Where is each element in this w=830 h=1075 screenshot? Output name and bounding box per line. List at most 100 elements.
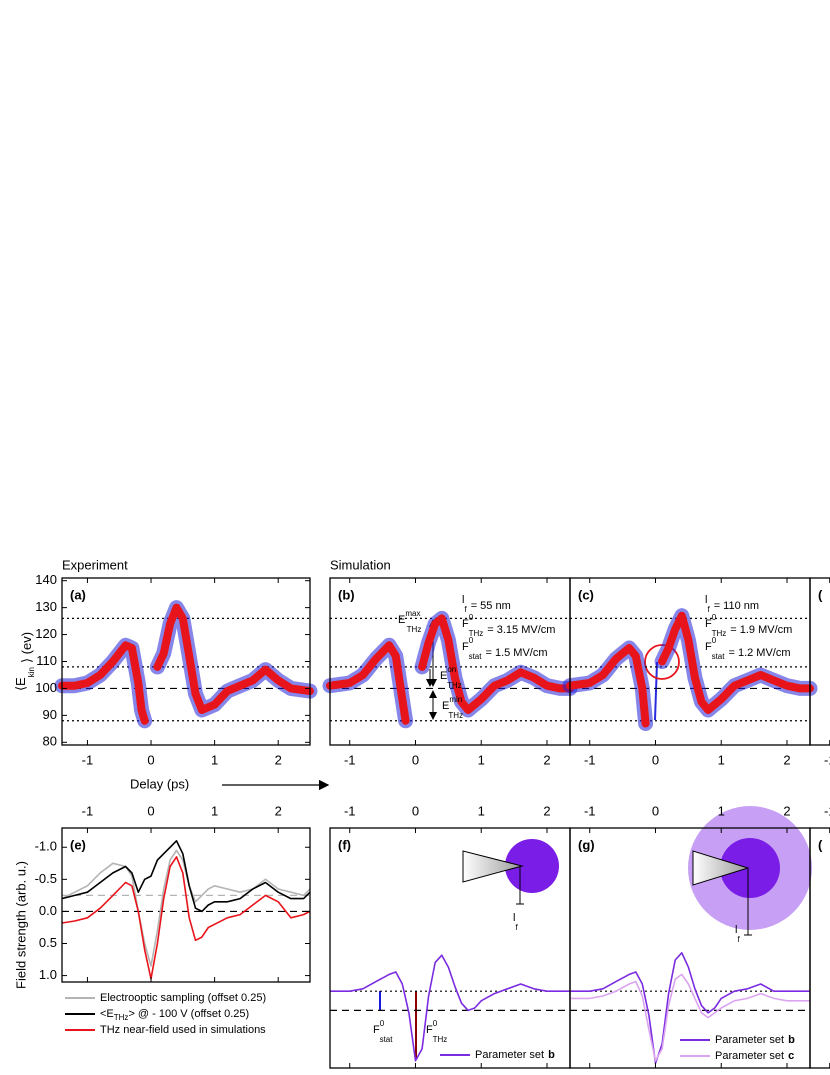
annotation-text: = 1.9 MV/cm [730,624,792,636]
symbol: l [462,594,464,606]
x-tick-label: 0 [147,803,154,818]
x-tick-label: 1 [211,752,218,767]
panel-label: ( [818,587,823,602]
subscript: THz [407,625,422,634]
panel-frame [809,827,830,1069]
panel: -1 0 1 2 80 90 100 110 120 130 140 (a) [35,572,318,767]
annotation-text: = 1.2 MV/cm [728,647,790,659]
x-tick-label: -1 [584,803,596,818]
x-tick-label: 1 [478,803,485,818]
x-tick-label: 2 [275,803,282,818]
x-tick-label: 0 [652,803,659,818]
inset-disk [720,838,780,898]
x-tick-label: -1 [82,752,94,767]
annotation-text: = 55 nm [471,600,511,612]
series-line [61,849,311,967]
annotation-text: = 3.15 MV/cm [487,624,555,636]
symbol: F [426,1024,433,1036]
panel-label: (e) [70,837,86,852]
y-tick-label: 0.0 [39,903,57,918]
x-tick-label: 1 [718,803,725,818]
spectrum-core [566,611,814,728]
superscript: 0 [469,636,474,645]
annotation: lf [513,912,518,932]
panel-frame [61,827,311,983]
panel-label: (g) [578,837,595,852]
annotation-text: = 110 nm [714,600,759,612]
panel: -1 0 1 2 (f) [329,803,571,1069]
symbol: F [373,1024,380,1036]
legend-name: THz near-field used in simulations [100,1024,266,1036]
legend-entry: Parameter set b [475,1049,555,1061]
annotation: F0 stat = 1.5 MV/cm [462,636,548,661]
subscript: f [707,605,710,614]
y-tick-label: 140 [35,572,57,587]
symbol: F [462,641,469,653]
y-axis-label: Field strength (arb. u.) [13,861,28,989]
x-tick-label: 2 [275,752,282,767]
symbol: F [462,618,469,630]
symbol: E [442,700,449,712]
symbol: l [513,912,515,924]
symbol: F [705,618,712,630]
panel: -1 0 1 2 (c) [562,577,818,767]
annotation: F0 THz = 1.9 MV/cm [705,613,792,638]
inset-tip [462,850,524,883]
symbol: E [398,614,405,626]
series-line [330,954,570,1062]
subscript: THz [447,681,462,690]
legend-entry: Parameter set c [715,1050,794,1062]
energy-label: Eon THz [440,665,462,690]
superscript: 0 [433,1019,438,1028]
y-tick-label: -1.0 [35,839,57,854]
legend-name: Parameter set [715,1050,784,1062]
legend-entry: Parameter set b [715,1034,795,1046]
energy-label: Emax THz [398,609,421,634]
x-tick-label: 2 [543,803,550,818]
subscript: f [515,923,518,932]
panel-frame [809,577,830,746]
symbol: F [705,641,712,653]
annotation: lf [735,924,740,944]
legend-name: Parameter set [715,1034,784,1046]
x-tick-label: -1 [344,803,356,818]
legend-sub: THz [114,1013,129,1022]
annotation: F0 THz = 3.15 MV/cm [462,613,555,638]
y-tick-label: 110 [36,653,57,668]
series-line [61,856,311,980]
subscript: f [464,605,467,614]
superscript: 0 [469,613,474,622]
subscript: THz [448,711,463,720]
x-tick-label: 0 [147,752,154,767]
x-tick-label: 2 [783,752,790,767]
x-tick-label: 0 [412,752,419,767]
x-tick-label: 2 [543,752,550,767]
superscript: on [447,665,456,674]
subscript: THz [433,1035,448,1044]
subscript: kin [27,667,36,677]
panel-label: ( [818,837,823,852]
legend-bold: c [788,1050,794,1062]
superscript: max [405,609,420,618]
y-tick-label: 1.0 [39,967,57,982]
subscript: f [737,935,740,944]
annotation: lf = 110 nm [705,594,759,614]
x-tick-label: 0 [652,752,659,767]
x-tick-label: 1 [718,752,725,767]
inset-tip [692,850,750,886]
panel: -1 ( [809,803,830,1069]
panel-label: (c) [578,587,594,602]
legend-name: <E [100,1008,114,1020]
subscript: stat [469,652,483,661]
symbol: ⟨E [13,677,28,691]
panel: -1 0 1 2 (b) [322,577,578,767]
x-tick-label: -1 [824,752,830,767]
y-axis-label: ⟨Ekin ⟩ (ev) [13,632,36,691]
symbol: l [735,924,737,936]
symbol: l [705,594,707,606]
y-tick-label: 80 [43,734,57,749]
header: Experiment [62,557,128,572]
annotation-text: = 1.5 MV/cm [485,647,547,659]
subscript: stat [380,1035,394,1044]
